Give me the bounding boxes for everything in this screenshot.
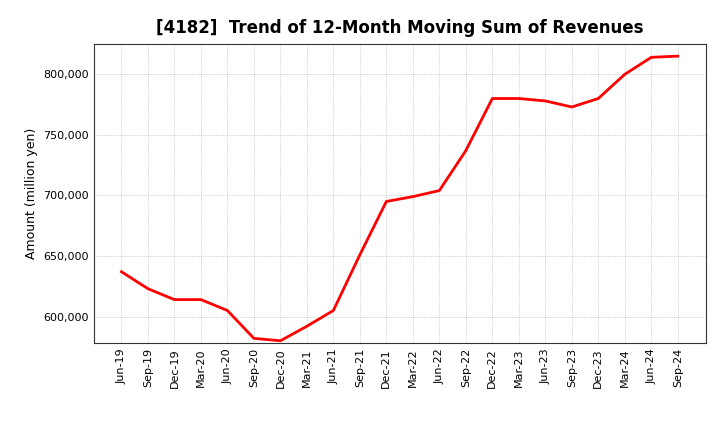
Y-axis label: Amount (million yen): Amount (million yen) <box>24 128 37 259</box>
Title: [4182]  Trend of 12-Month Moving Sum of Revenues: [4182] Trend of 12-Month Moving Sum of R… <box>156 19 644 37</box>
